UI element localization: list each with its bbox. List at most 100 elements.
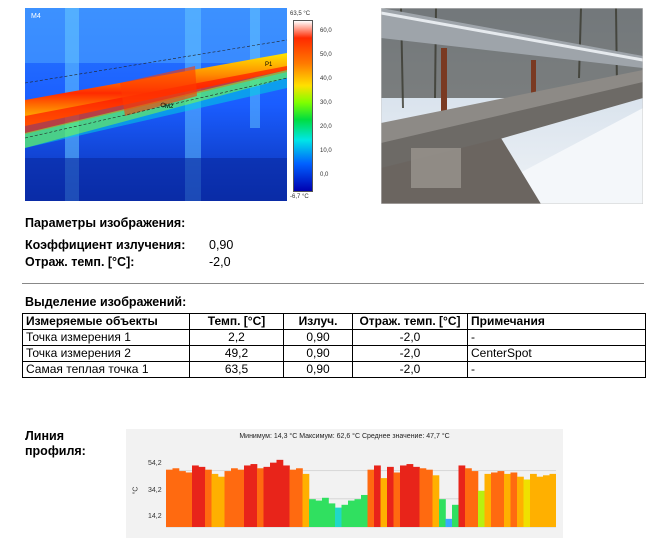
profile-bar xyxy=(244,465,251,527)
profile-bar xyxy=(504,473,511,527)
cell-notes: CenterSpot xyxy=(467,345,646,362)
profile-bar xyxy=(172,468,180,527)
profile-bar xyxy=(296,468,303,527)
profile-bar xyxy=(484,473,492,527)
profile-bar xyxy=(283,465,290,527)
profile-y-unit: °C xyxy=(132,486,140,495)
profile-bar xyxy=(179,471,186,527)
profile-bar xyxy=(322,497,329,527)
profile-bar xyxy=(192,465,199,527)
profile-bar xyxy=(530,473,537,527)
header-objects: Измеряемые объекты xyxy=(22,313,190,330)
cell-temp: 63,5 xyxy=(189,361,284,378)
cell-reflected-temp: -2,0 xyxy=(352,361,468,378)
cell-reflected-temp: -2,0 xyxy=(352,329,468,346)
profile-bar xyxy=(549,473,556,527)
profile-bar xyxy=(439,499,446,527)
profile-title: Линия профиля: xyxy=(25,429,86,459)
profile-bar xyxy=(270,462,277,527)
profile-title-line2: профиля: xyxy=(25,444,86,458)
scale-tick: 0,0 xyxy=(320,172,329,178)
scale-tick: 20,0 xyxy=(320,124,332,130)
profile-bar xyxy=(497,471,505,527)
profile-bar xyxy=(419,468,427,527)
profile-plot xyxy=(166,459,556,528)
cell-reflected-temp: -2,0 xyxy=(352,345,468,362)
profile-bar xyxy=(348,500,355,527)
profile-bar xyxy=(335,507,342,527)
profile-bar xyxy=(276,459,284,527)
selection-title: Выделение изображений: xyxy=(25,295,187,309)
profile-bar xyxy=(445,518,453,527)
scale-tick: 40,0 xyxy=(320,76,332,82)
profile-bar xyxy=(491,472,498,527)
scale-tick: 10,0 xyxy=(320,148,332,154)
scale-tick: 50,0 xyxy=(320,52,332,58)
profile-bar xyxy=(478,490,485,527)
table-row: Точка измерения 2 49,2 0,90 -2,0 CenterS… xyxy=(22,345,646,362)
profile-bar xyxy=(465,468,472,527)
profile-title-line1: Линия xyxy=(25,429,64,443)
profile-bar xyxy=(315,500,323,527)
profile-bar xyxy=(523,479,531,527)
profile-bar xyxy=(166,469,173,527)
cell-emissivity: 0,90 xyxy=(283,361,353,378)
cell-temp: 49,2 xyxy=(189,345,284,362)
profile-bar xyxy=(471,471,479,527)
cell-object: Точка измерения 1 xyxy=(22,329,190,346)
header-notes: Примечания xyxy=(467,313,646,330)
profile-bar xyxy=(374,465,381,527)
scale-min-label: -6,7 °C xyxy=(290,194,309,200)
profile-bar xyxy=(413,466,420,527)
profile-bar xyxy=(510,472,518,527)
measurement-table: Измеряемые объекты Темп. [°C] Излуч. Отр… xyxy=(22,313,646,378)
profile-bar xyxy=(341,504,349,527)
profile-bar xyxy=(289,469,297,527)
profile-bar xyxy=(218,476,225,527)
profile-bar xyxy=(458,465,466,527)
scale-tick: 60,0 xyxy=(320,28,332,34)
temperature-scale-bar xyxy=(293,20,313,192)
profile-stats: Минимум: 14,3 °C Максимум: 62,6 °C Средн… xyxy=(239,433,450,440)
cell-notes: - xyxy=(467,361,646,378)
profile-bar xyxy=(517,476,524,527)
table-header-row: Измеряемые объекты Темп. [°C] Излуч. Отр… xyxy=(22,313,646,330)
profile-y-tick: 34,2 xyxy=(148,487,162,494)
profile-bar xyxy=(536,476,544,527)
table-row: Точка измерения 1 2,2 0,90 -2,0 - xyxy=(22,329,646,346)
table-row: Самая теплая точка 1 63,5 0,90 -2,0 - xyxy=(22,361,646,378)
profile-bar xyxy=(400,465,407,527)
cell-notes: - xyxy=(467,329,646,346)
profile-bar xyxy=(380,478,388,527)
profile-bar xyxy=(387,466,394,527)
reflected-temp-label: Отраж. темп. [°C]: xyxy=(25,255,135,269)
profile-bar xyxy=(393,472,401,527)
profile-chart: Минимум: 14,3 °C Максимум: 62,6 °C Средн… xyxy=(126,429,563,538)
profile-bar xyxy=(361,494,368,527)
profile-bar xyxy=(185,472,193,527)
profile-bar xyxy=(302,473,310,527)
cell-object: Точка измерения 2 xyxy=(22,345,190,362)
profile-bar xyxy=(231,468,238,527)
profile-bar xyxy=(250,464,258,527)
thermal-image: M4 P1 M2 xyxy=(25,8,287,201)
header-emissivity: Излуч. xyxy=(283,313,353,330)
emissivity-label: Коэффициент излучения: xyxy=(25,238,186,252)
emissivity-value: 0,90 xyxy=(209,238,234,252)
profile-bar xyxy=(354,499,362,527)
header-reflected-temp: Отраж. темп. [°C] xyxy=(352,313,468,330)
section-divider xyxy=(22,283,644,284)
profile-bar xyxy=(367,469,375,527)
thermal-point-p1: P1 xyxy=(265,62,273,68)
profile-bar xyxy=(257,468,264,527)
profile-bar xyxy=(328,503,336,527)
profile-bar xyxy=(224,471,232,527)
header-temp: Темп. [°C] xyxy=(189,313,284,330)
scale-tick: 30,0 xyxy=(320,100,332,106)
reflected-temp-value: -2,0 xyxy=(209,255,231,269)
profile-bar xyxy=(406,464,414,527)
profile-bar xyxy=(432,475,440,527)
thermal-label-m4: M4 xyxy=(31,13,41,20)
profile-bar xyxy=(205,469,212,527)
cell-emissivity: 0,90 xyxy=(283,345,353,362)
